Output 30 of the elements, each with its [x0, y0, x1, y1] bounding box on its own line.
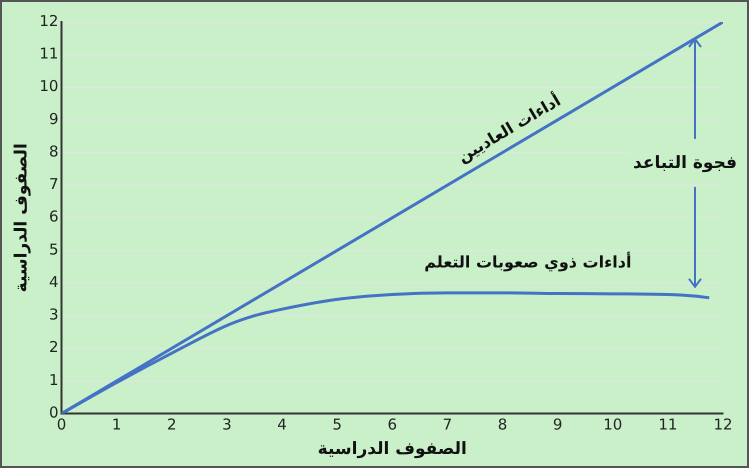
x-tick-label: 11 — [658, 415, 678, 434]
series-label: أداءات ذوي صعوبات التعلم — [424, 251, 632, 272]
x-tick-label: 3 — [222, 415, 232, 434]
y-tick-label: 1 — [48, 370, 58, 389]
y-tick-label: 11 — [39, 44, 58, 63]
y-tick-label: 3 — [48, 306, 58, 324]
x-tick-label: 8 — [498, 415, 508, 434]
x-axis-title: الصفوف الدراسية — [318, 439, 467, 460]
x-tick-label: 10 — [603, 415, 622, 434]
x-tick-label: 6 — [387, 415, 398, 434]
y-axis-title: الصفوف الدراسية — [12, 143, 32, 292]
y-tick-label: 5 — [48, 240, 58, 258]
y-tick-label: 0 — [48, 403, 58, 422]
y-tick-label: 10 — [39, 77, 58, 96]
annotation: فجوة التباعد — [629, 151, 741, 176]
x-tick-label: 9 — [552, 415, 562, 434]
y-tick-label: 7 — [48, 175, 58, 194]
y-tick-label: 2 — [48, 338, 58, 356]
x-tick-label: 7 — [442, 415, 452, 434]
y-tick-label: 9 — [48, 110, 58, 128]
x-tick-label: 4 — [277, 415, 287, 434]
x-tick-label: 2 — [166, 415, 177, 434]
y-tick-label: 6 — [48, 208, 58, 226]
y-tick-label: 4 — [48, 272, 58, 291]
x-tick-label: 12 — [713, 415, 733, 434]
x-tick-label: 5 — [332, 415, 342, 434]
text: أداءات العاديين — [454, 90, 564, 166]
x-tick-label: 1 — [112, 415, 122, 434]
y-tick-label: 8 — [48, 142, 58, 160]
y-tick-label: 12 — [39, 12, 58, 30]
